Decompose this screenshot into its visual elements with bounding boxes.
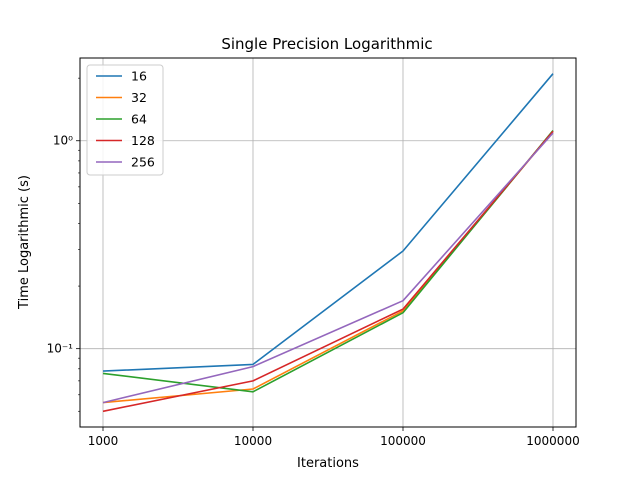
- legend-box: [86, 64, 164, 176]
- chart-title: Single Precision Logarithmic: [221, 35, 432, 53]
- x-tick-label: 10000: [234, 434, 272, 448]
- legend-label-256: 256: [131, 155, 155, 170]
- y-axis-label: Time Logarithmic (s): [17, 175, 32, 310]
- series-line-32: [102, 130, 554, 404]
- series-line-16: [102, 73, 554, 372]
- series-line-64: [102, 129, 554, 393]
- y-tick-label: 10⁰: [53, 134, 73, 148]
- legend: 16 32 64 128 256: [86, 64, 164, 176]
- x-tick-label: 100000: [380, 434, 426, 448]
- x-axis-label: Iterations: [297, 456, 359, 471]
- legend-label-32: 32: [131, 90, 147, 105]
- legend-label-128: 128: [131, 133, 155, 148]
- series-line-256: [102, 132, 554, 404]
- x-tick-label: 1000: [88, 434, 119, 448]
- plot-area-frame: [79, 57, 577, 428]
- axis-ticks: 1000 10000 100000 1000000 10⁻¹ 10⁰: [47, 77, 580, 448]
- x-tick-label: 1000000: [526, 434, 579, 448]
- y-tick-label: 10⁻¹: [47, 342, 74, 356]
- series-lines: [102, 73, 554, 413]
- legend-label-16: 16: [131, 69, 147, 84]
- legend-label-64: 64: [131, 112, 147, 127]
- series-line-128: [102, 130, 554, 413]
